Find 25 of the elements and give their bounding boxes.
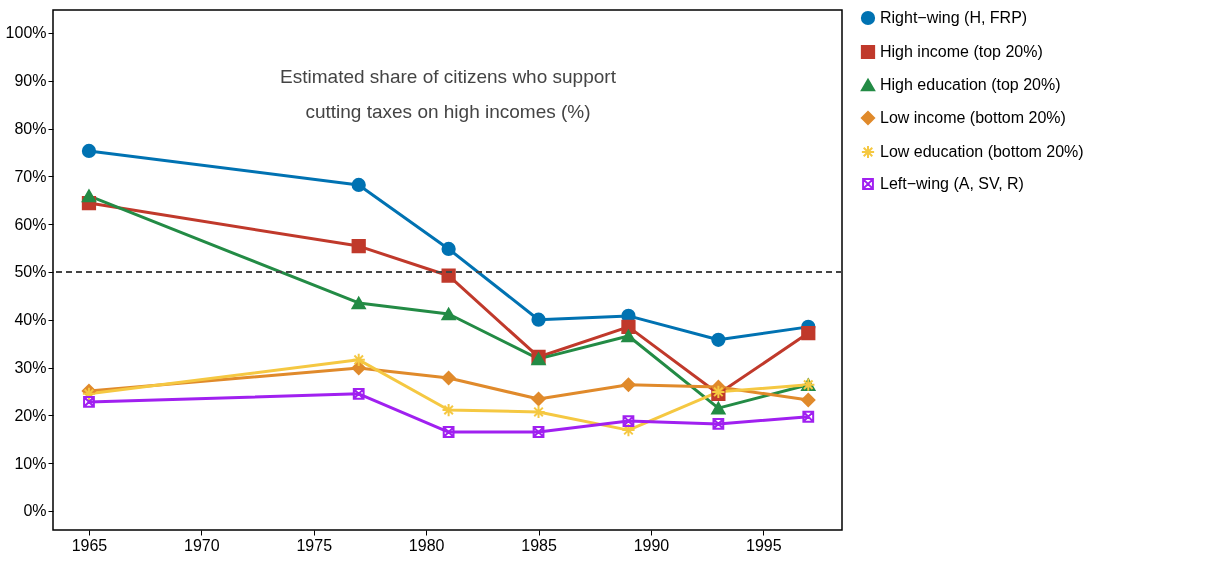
legend-label: Low income (bottom 20%) [880, 109, 1066, 126]
x-tick-label: 1985 [521, 536, 557, 554]
y-tick-label: 80% [14, 120, 47, 138]
y-tick-label: 10% [14, 454, 47, 472]
legend-label: High income (top 20%) [880, 43, 1043, 60]
y-tick-label: 30% [14, 359, 47, 376]
legend-label: Right−wing (H, FRP) [880, 9, 1028, 26]
text: Estimated share of citizens who support cutting taxes on high incomes (%) [280, 66, 617, 122]
legend-label: High education (top 20%) [880, 76, 1061, 93]
y-tick-label: 90% [14, 72, 47, 90]
y-tick-label: 100% [5, 24, 47, 42]
legend-label: Low education (bottom 20%) [880, 143, 1084, 160]
y-tick-label: 0% [23, 502, 47, 520]
y-tick-label: 60% [14, 215, 47, 233]
x-tick-label: 1965 [71, 536, 108, 554]
x-tick-label: 1970 [184, 536, 220, 554]
x-tick-label: 1995 [746, 536, 782, 554]
y-tick-label: 50% [14, 263, 47, 281]
x-tick-label: 1975 [296, 536, 333, 554]
x-tick-label: 1990 [633, 536, 670, 554]
legend-label: Left−wing (A, SV, R) [880, 175, 1024, 192]
x-tick-label: 1980 [408, 536, 445, 554]
y-tick-label: 20% [14, 406, 47, 424]
y-tick-label: 70% [14, 167, 47, 185]
y-tick-label: 40% [14, 311, 47, 329]
